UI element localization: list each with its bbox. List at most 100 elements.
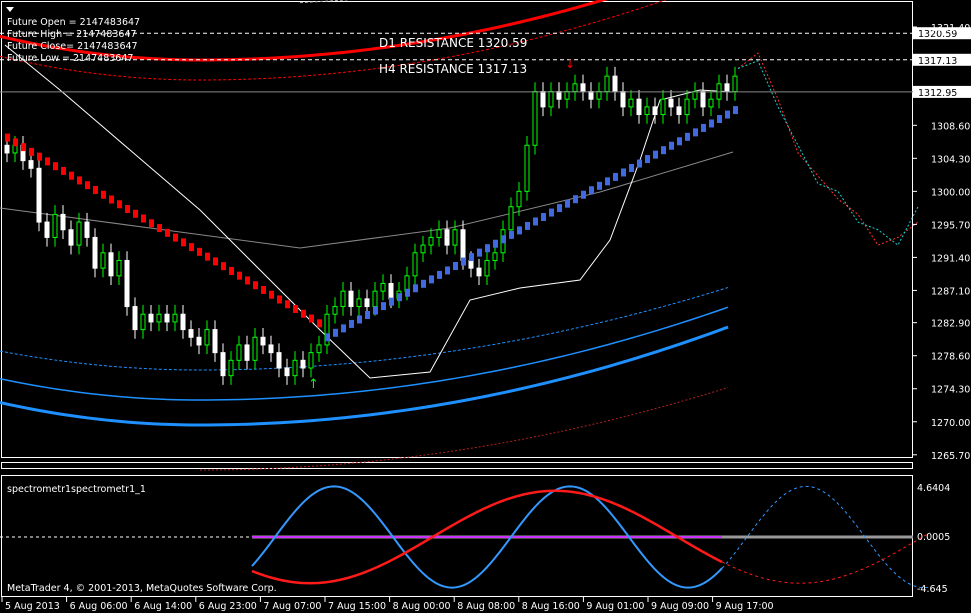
ma-red-bar <box>125 205 130 214</box>
ma-blue-bar <box>437 270 442 279</box>
candle-body <box>228 359 234 377</box>
candle-body <box>676 106 682 116</box>
candle-body <box>60 213 66 231</box>
candle-body <box>116 259 122 277</box>
ma-blue-bar <box>349 319 354 328</box>
candle-body <box>164 313 170 323</box>
ma-red-bar <box>309 314 314 323</box>
candle-body <box>612 75 618 93</box>
candle-body <box>636 98 642 116</box>
spectrometer-pane: spectrometr1spectrometr1_1 MetaTrader 4,… <box>0 483 950 595</box>
ma-red-bar <box>285 300 290 309</box>
ma-red-bar <box>21 143 26 152</box>
candle-body <box>276 352 282 369</box>
ma-blue-bar <box>645 155 650 164</box>
ma-blue-bar <box>517 226 522 235</box>
dropdown-triangle-icon[interactable] <box>6 7 14 12</box>
candle-body <box>156 313 162 323</box>
d1-resistance-label: D1 RESISTANCE 1320.59 <box>379 36 527 50</box>
ma-blue-bar <box>461 257 466 266</box>
candle-body <box>84 221 90 238</box>
copyright: MetaTrader 4, © 2001-2013, MetaQuotes So… <box>7 583 277 594</box>
time-label: 9 Aug 09:00 <box>651 601 709 612</box>
time-label: 6 Aug 23:00 <box>199 601 257 612</box>
candle-body <box>476 267 482 277</box>
ma-red-bar <box>29 147 34 156</box>
candle-body <box>52 213 58 238</box>
price-label: 1308.60 <box>931 121 970 132</box>
candle-body <box>508 206 514 231</box>
ma-red-bar <box>213 257 218 266</box>
candle-body <box>484 259 490 277</box>
candle-body <box>284 367 290 377</box>
ma-red-bar <box>141 214 146 223</box>
candle-body <box>708 98 714 108</box>
candle-body <box>388 283 394 300</box>
candle-body <box>604 75 610 93</box>
fast-wave-forecast <box>721 485 931 589</box>
ma-blue-bar <box>565 199 570 208</box>
candle-body <box>36 167 42 223</box>
candle-body <box>196 336 202 346</box>
candle-body <box>492 252 498 261</box>
ma-blue-bar <box>421 279 426 288</box>
ma-blue-bar <box>549 208 554 217</box>
forecast-line <box>737 52 919 246</box>
candle-body <box>540 91 546 108</box>
ma-blue-bar <box>557 204 562 213</box>
price-label: 1291.40 <box>931 253 970 264</box>
price-tag-text: 1317.13 <box>918 56 957 67</box>
ma-blue-bar <box>725 110 730 119</box>
ma-red-bar <box>149 219 154 228</box>
candle-body <box>188 329 194 338</box>
ma-red-bar <box>277 295 282 304</box>
candle-body <box>28 160 34 169</box>
ma-blue-bar <box>485 244 490 253</box>
price-axis: 1321.40 1308.60 1304.30 1300.00 1295.70 1291.… <box>913 23 970 462</box>
candle-body <box>292 359 298 377</box>
time-axis: 5 Aug 2013 6 Aug 06:00 6 Aug 14:00 6 Aug 23… <box>1 597 774 612</box>
ma-blue-bar <box>533 217 538 226</box>
future-close: Future Close= 2147483647 <box>7 41 138 52</box>
ma-blue-bar <box>717 115 722 124</box>
ma-red-bar <box>173 233 178 242</box>
ma-red-bar <box>101 190 106 199</box>
ma-blue-bar <box>677 137 682 146</box>
time-label: 8 Aug 16:00 <box>522 601 580 612</box>
candle-body <box>148 313 154 323</box>
ma-blue-bar <box>429 275 434 284</box>
candle-body <box>596 91 602 100</box>
candle-body <box>124 259 130 308</box>
candle-body <box>452 229 458 246</box>
ma-red-bar <box>69 171 74 180</box>
future-high: Future High = 2147483647 <box>7 29 137 40</box>
lower-band-thick <box>0 325 729 427</box>
candle-body <box>732 75 738 93</box>
price-tag <box>913 27 971 40</box>
ma-red-bar <box>85 181 90 190</box>
ma-red-bar <box>109 195 114 204</box>
ma-red-bar <box>253 281 258 290</box>
candle-body <box>444 229 450 246</box>
ma-blue-bar <box>397 293 402 302</box>
ma-blue-bar <box>501 235 506 244</box>
ma-blue-bar <box>469 253 474 262</box>
candle-body <box>428 236 434 246</box>
future-low: Future Low = 2147483647 <box>7 53 133 64</box>
candle-body <box>588 91 594 100</box>
candle-body <box>524 144 530 192</box>
price-label: 1282.90 <box>931 319 970 330</box>
time-label: 7 Aug 15:00 <box>328 601 386 612</box>
candle-body <box>132 306 138 331</box>
time-label: 7 Aug 07:00 <box>263 601 321 612</box>
ma-red-bar <box>165 228 170 237</box>
sell-arrow-icon: ↓ <box>565 57 575 71</box>
candle-body <box>220 352 226 377</box>
time-label: 6 Aug 14:00 <box>134 601 192 612</box>
candle-body <box>180 313 186 331</box>
candle-body <box>532 91 538 146</box>
ma-blue-bar <box>581 190 586 199</box>
price-label: 1304.30 <box>931 154 970 165</box>
candle-body <box>364 298 370 308</box>
